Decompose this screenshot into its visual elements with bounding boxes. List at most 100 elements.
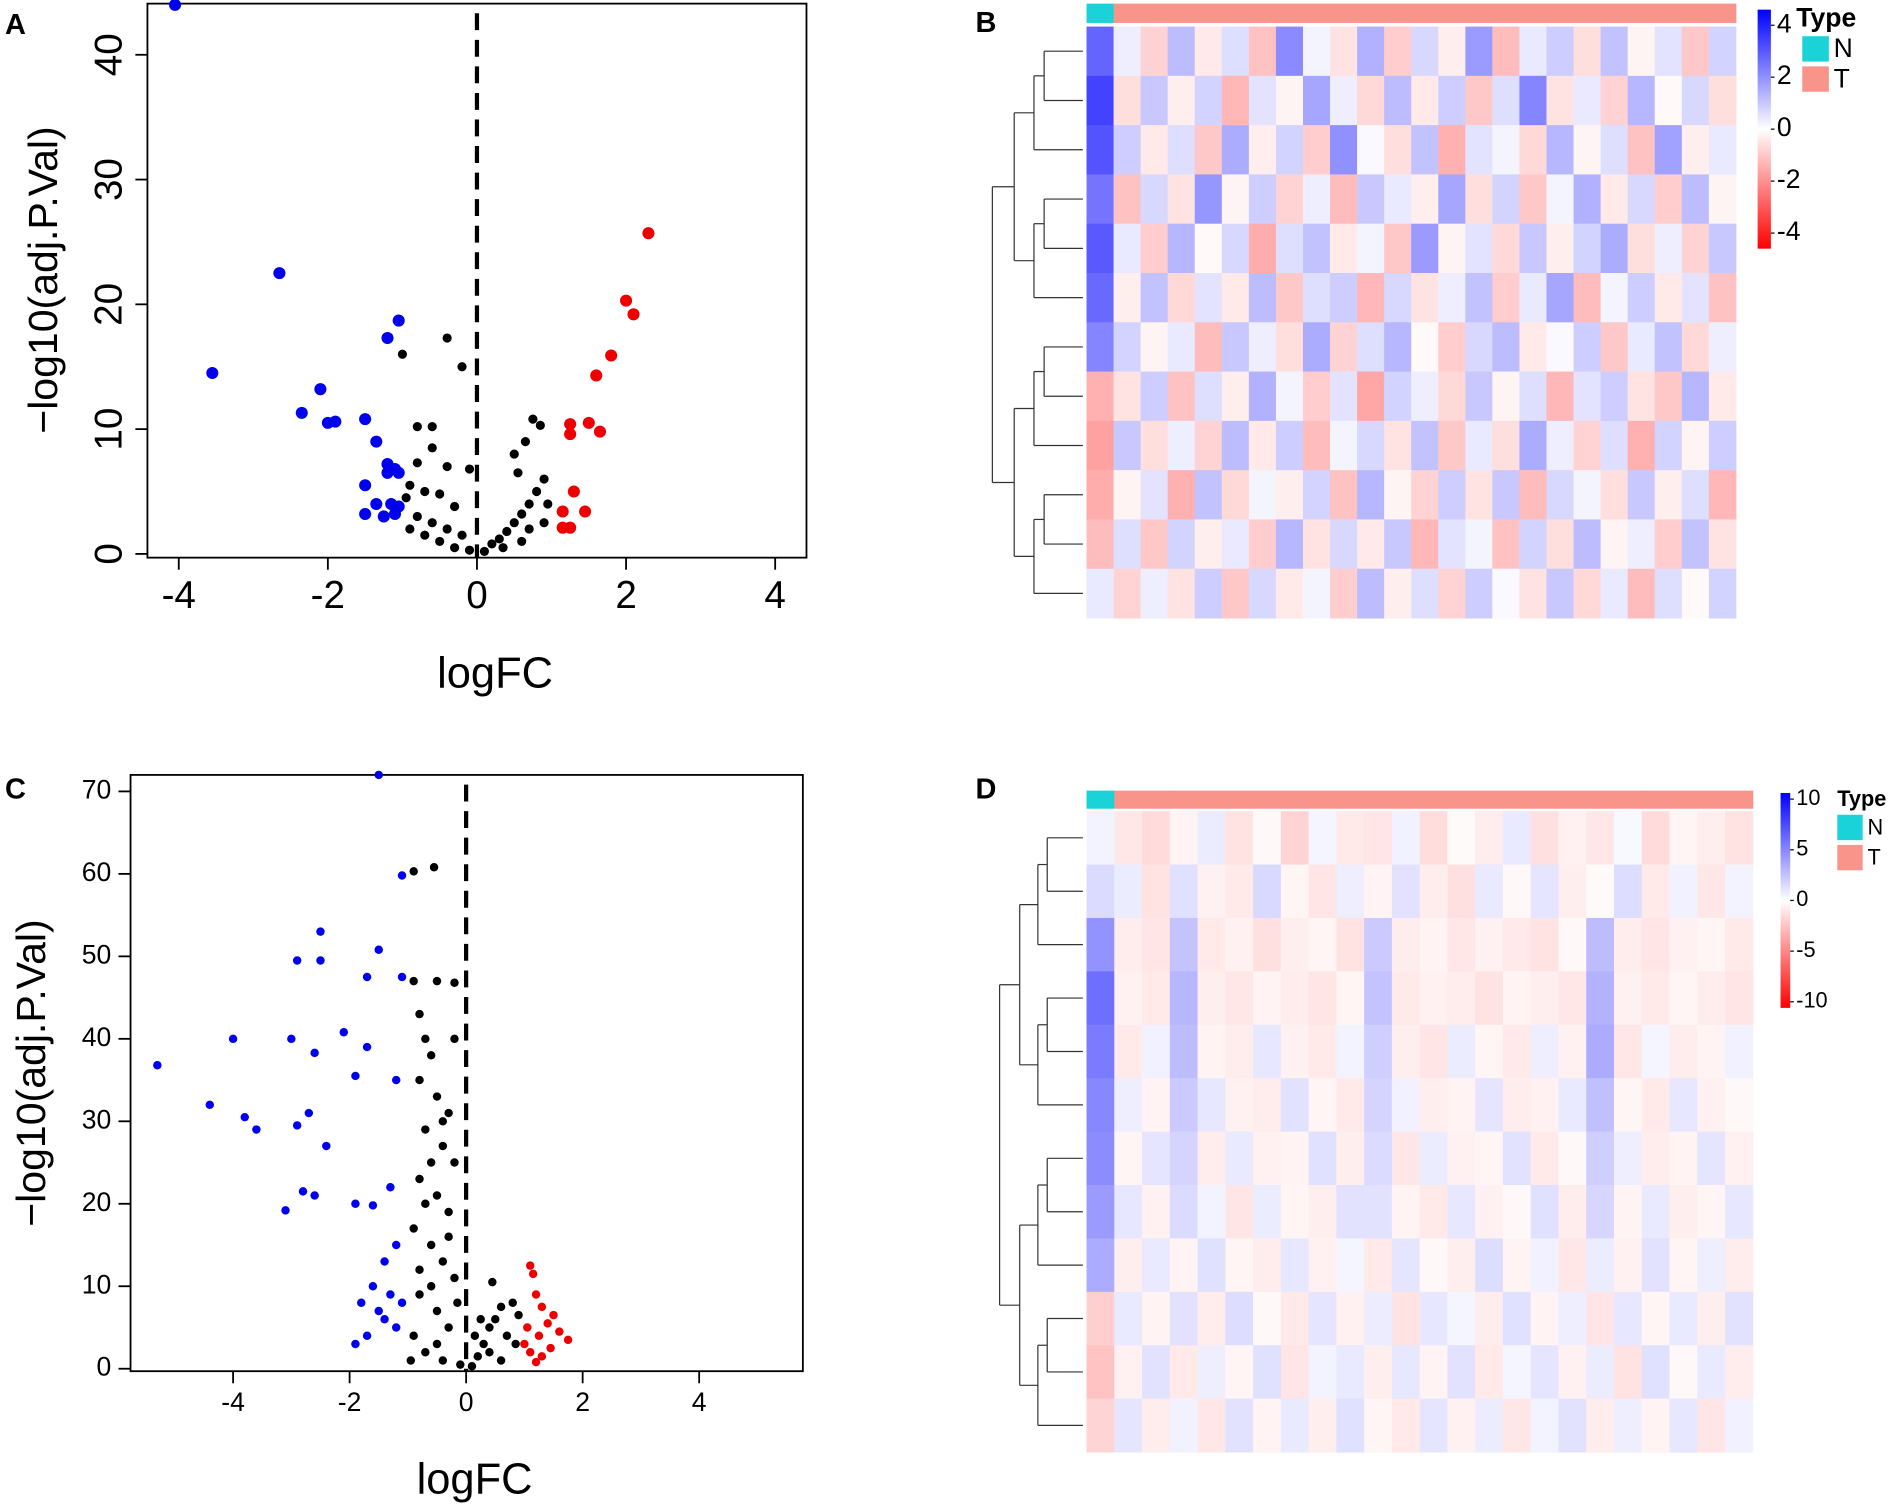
heatmap-cell xyxy=(1725,1078,1754,1133)
heatmap-cell xyxy=(1364,864,1393,919)
heatmap-cell xyxy=(1114,917,1143,972)
heatmap-cell xyxy=(1669,811,1698,866)
heatmap-cell xyxy=(1357,420,1385,471)
heatmap-cell xyxy=(1725,1398,1754,1453)
heatmap-cell xyxy=(1330,223,1358,274)
point xyxy=(381,331,394,345)
heatmap-cell xyxy=(1197,1398,1226,1453)
heatmap-cell xyxy=(1708,125,1737,175)
point xyxy=(442,333,452,343)
heatmap-cell xyxy=(1530,864,1559,919)
color-bar-label: 0 xyxy=(1777,112,1792,142)
annotation-cell xyxy=(1253,790,1282,809)
heatmap-cell xyxy=(1221,26,1250,77)
heatmap-cell xyxy=(1169,1238,1199,1293)
heatmap-cell xyxy=(1546,272,1575,323)
heatmap-cell xyxy=(1573,174,1602,225)
point xyxy=(517,509,527,519)
heatmap-cell xyxy=(1140,272,1169,323)
point xyxy=(620,294,633,307)
point xyxy=(498,543,508,553)
heatmap-cell xyxy=(1113,174,1142,225)
x-tick-label: 4 xyxy=(692,1387,707,1417)
point xyxy=(426,1051,436,1060)
heatmap-cell xyxy=(1438,322,1466,373)
point xyxy=(627,308,640,321)
heatmap-cell xyxy=(1142,917,1171,972)
point xyxy=(582,416,595,429)
heatmap-cell xyxy=(1681,420,1710,471)
point xyxy=(397,349,407,359)
annotation-cell xyxy=(1447,790,1476,809)
annotation-cell xyxy=(1225,790,1254,809)
heatmap-cell xyxy=(1113,26,1142,77)
annotation-cell xyxy=(1419,790,1448,809)
heatmap-cell xyxy=(1248,125,1277,175)
heatmap-cell xyxy=(1419,1131,1448,1186)
heatmap-cell xyxy=(1465,322,1493,373)
heatmap-cell xyxy=(1086,1185,1115,1239)
point xyxy=(273,267,286,280)
heatmap-cell xyxy=(1114,1078,1143,1133)
heatmap-cell xyxy=(1140,322,1169,373)
heatmap-cell xyxy=(1308,1078,1337,1133)
heatmap-cell xyxy=(1194,568,1223,619)
annotation-cell xyxy=(1248,3,1277,23)
point xyxy=(281,1206,290,1215)
heatmap-cell xyxy=(1558,1024,1587,1079)
heatmap-cell xyxy=(1641,1398,1670,1453)
heatmap-cell xyxy=(1502,1131,1532,1186)
point xyxy=(421,1347,430,1357)
heatmap-cell xyxy=(1169,1398,1199,1453)
heatmap-cell xyxy=(1197,1291,1226,1346)
legend-swatch xyxy=(1802,66,1829,92)
heatmap-cell xyxy=(1225,1078,1254,1133)
heatmap-cell xyxy=(1519,470,1547,520)
point xyxy=(314,383,327,396)
point xyxy=(351,1339,360,1349)
point xyxy=(405,524,415,534)
color-bar-label: 4 xyxy=(1777,8,1792,38)
heatmap-cell xyxy=(1167,519,1196,570)
heatmap-cell xyxy=(1546,420,1575,471)
point xyxy=(555,1327,564,1336)
heatmap-cell xyxy=(1492,174,1520,225)
heatmap-cell xyxy=(1253,1398,1282,1453)
heatmap-cell xyxy=(1169,1078,1199,1133)
heatmap-cell xyxy=(1221,371,1250,422)
heatmap-cell xyxy=(1438,75,1466,126)
heatmap-cell xyxy=(1669,1345,1698,1400)
heatmap-cell xyxy=(1654,272,1683,323)
color-bar-label: 10 xyxy=(1796,785,1820,810)
annotation-cell xyxy=(1681,3,1710,23)
heatmap-cell xyxy=(1142,971,1171,1026)
heatmap-cell xyxy=(1330,125,1358,175)
annotation-cell xyxy=(1169,790,1199,809)
heatmap-cell xyxy=(1253,917,1282,972)
y-tick-label: 30 xyxy=(87,158,130,201)
heatmap-cell xyxy=(1558,917,1587,972)
heatmap-cell xyxy=(1113,519,1142,570)
heatmap-cell xyxy=(1558,971,1587,1026)
heatmap-cell xyxy=(1275,371,1304,422)
point xyxy=(427,443,437,453)
y-tick-label: 50 xyxy=(82,939,112,969)
heatmap-cell xyxy=(1697,917,1726,972)
heatmap-cell xyxy=(1411,26,1439,77)
heatmap-cell xyxy=(1725,811,1754,866)
point xyxy=(479,1339,488,1349)
point xyxy=(593,425,607,438)
heatmap-cell xyxy=(1530,917,1559,972)
point xyxy=(421,1125,430,1134)
heatmap-cell xyxy=(1253,864,1282,919)
heatmap-cell xyxy=(1669,1291,1698,1346)
heatmap-cell xyxy=(1725,917,1754,972)
heatmap-cell xyxy=(1586,1345,1615,1400)
heatmap-cell xyxy=(1391,1024,1421,1079)
heatmap-cell xyxy=(1194,322,1223,373)
point xyxy=(528,414,538,424)
annotation-cell xyxy=(1586,790,1615,809)
heatmap-cell xyxy=(1308,1131,1337,1186)
heatmap-cell xyxy=(1114,1024,1143,1079)
heatmap-cell xyxy=(1465,420,1493,471)
